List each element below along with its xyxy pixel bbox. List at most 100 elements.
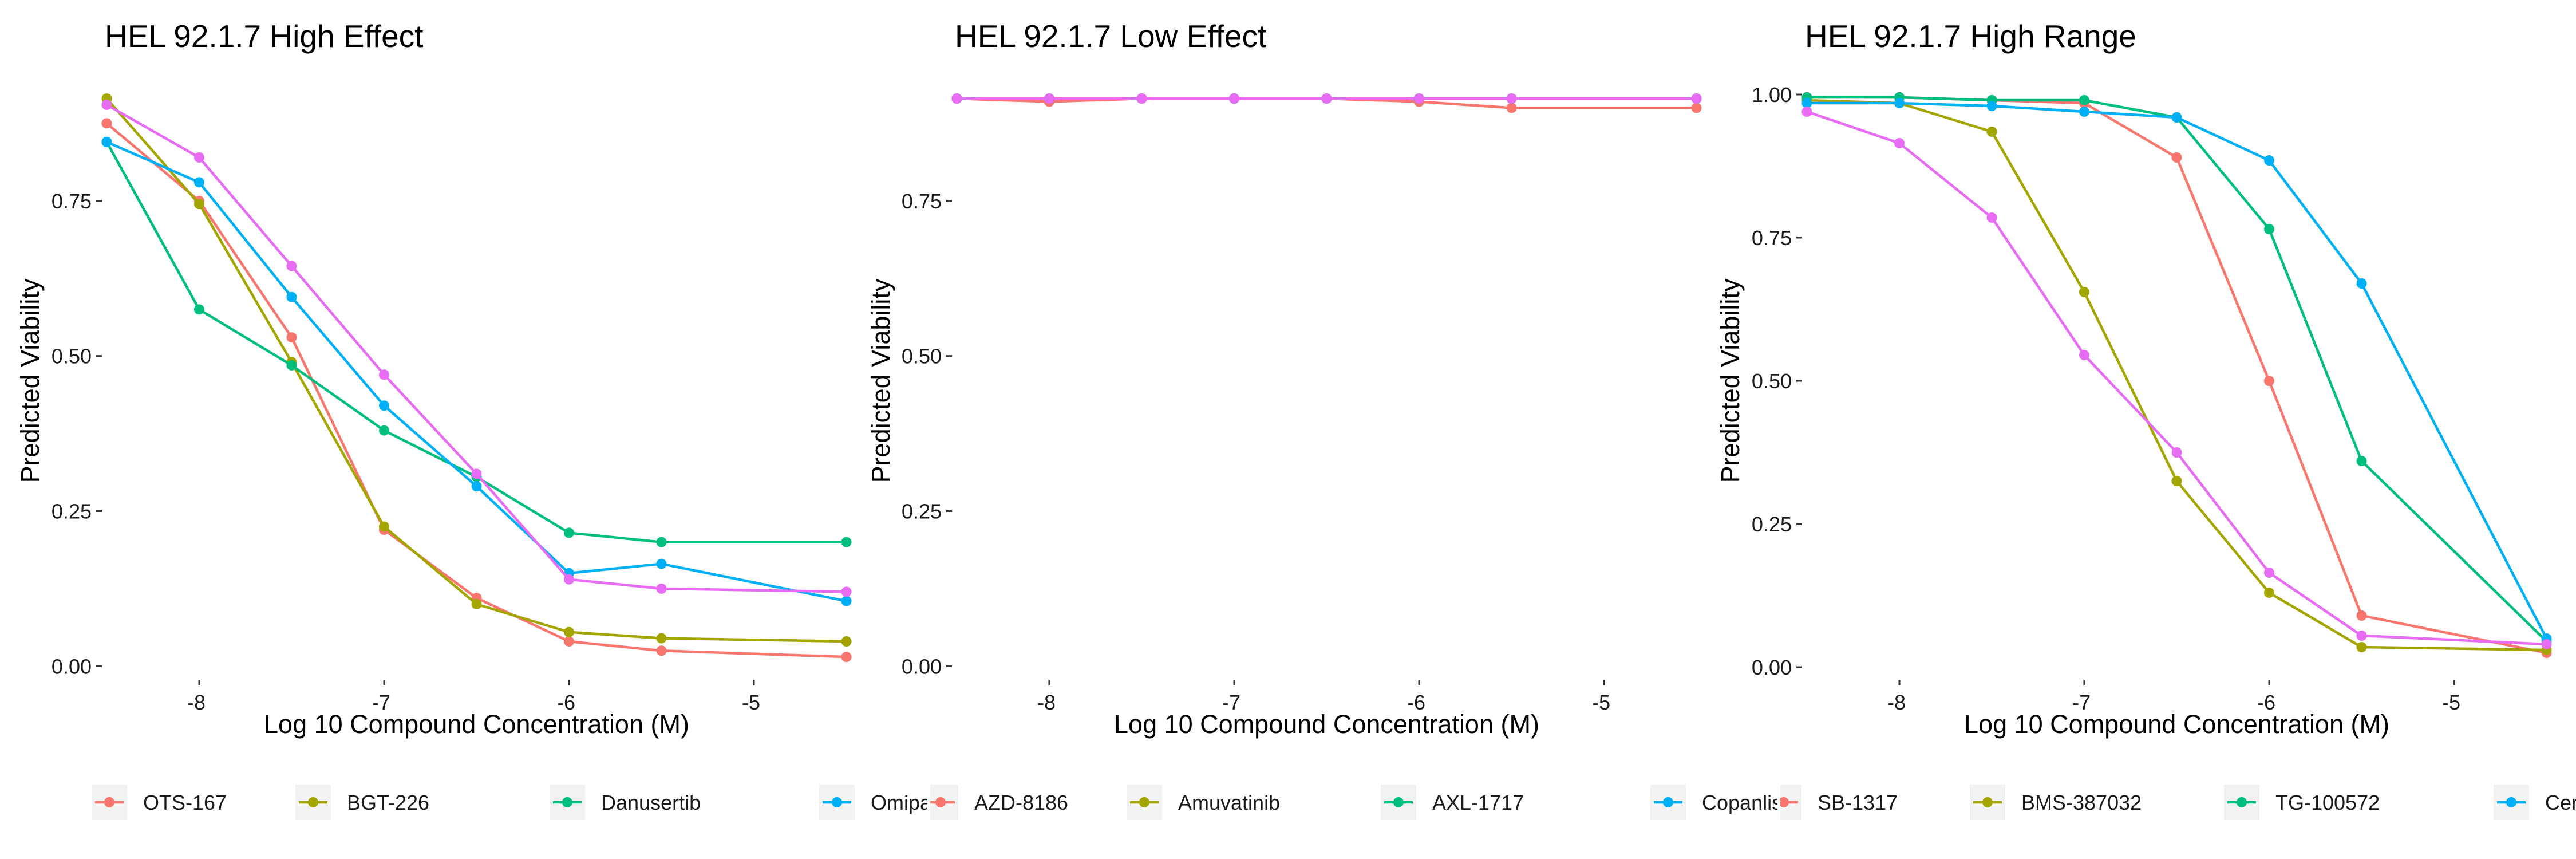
data-point <box>2171 152 2182 163</box>
data-point <box>1801 98 1812 108</box>
legend-label: BMS-387032 <box>2021 791 2142 814</box>
data-point <box>2079 287 2089 297</box>
data-point <box>378 369 389 380</box>
data-point <box>2356 610 2367 621</box>
data-point <box>656 645 667 656</box>
legend-label: Amuvatinib <box>1178 791 1280 814</box>
data-point <box>378 425 389 436</box>
y-axis-title: Predicted Viability <box>15 278 45 483</box>
series-line <box>1806 110 2547 646</box>
data-point <box>656 537 667 547</box>
legend-key-point <box>104 797 114 807</box>
data-point <box>2171 112 2182 123</box>
data-point <box>841 537 852 547</box>
data-point <box>2264 155 2275 166</box>
legend-item: SB-1317 <box>1780 785 1898 820</box>
y-axis-title: Predicted Viability <box>1716 278 1745 483</box>
data-point <box>656 633 667 644</box>
series-line <box>105 141 847 543</box>
series-3 <box>1801 92 2552 647</box>
y-tick-label: 0.00 <box>1752 656 1792 679</box>
data-point <box>378 400 389 411</box>
data-point <box>286 360 297 371</box>
data-point <box>101 99 112 110</box>
legend-key-point <box>1950 797 1960 807</box>
series-line <box>1807 98 2547 652</box>
y-tick-label: 0.75 <box>1752 226 1792 250</box>
legend-key-point <box>1663 797 1673 807</box>
data-point <box>564 574 575 585</box>
legend-item: Amuvatinib <box>1127 785 1280 820</box>
data-point <box>656 583 667 594</box>
chart-title: HEL 92.1.7 High Effect <box>105 18 423 54</box>
data-point <box>2264 568 2275 578</box>
data-point <box>193 304 204 315</box>
legend-label: Cerdulatinib <box>2545 791 2576 814</box>
series-2 <box>1801 95 2552 655</box>
data-point <box>656 558 667 569</box>
legend-label: Omipalisib <box>871 791 967 814</box>
legend-key-point <box>935 797 946 807</box>
x-tick-label: -6 <box>557 691 575 714</box>
data-point <box>564 636 575 647</box>
data-point <box>951 93 962 104</box>
data-point <box>101 118 112 129</box>
data-point <box>2079 350 2089 360</box>
data-point <box>1691 93 1702 104</box>
legend-key-point <box>832 797 842 807</box>
legend-key-point <box>562 797 572 807</box>
data-point <box>471 468 482 479</box>
data-point <box>564 626 575 637</box>
legend-item: Copanlisib <box>1650 785 1798 820</box>
y-tick-label: 0.50 <box>902 345 942 368</box>
x-tick-label: -7 <box>372 691 390 714</box>
x-tick-label: -6 <box>1407 691 1425 714</box>
legend-key-background <box>1937 785 1973 820</box>
legend-key-point <box>1393 797 1404 807</box>
series-4 <box>1801 98 2552 644</box>
y-tick-label: 0.25 <box>1752 513 1792 536</box>
data-point <box>1801 107 1812 117</box>
x-tick-label: -8 <box>1887 691 1906 714</box>
data-point <box>193 199 204 210</box>
legend-item: OTS-167 <box>92 785 227 820</box>
data-point <box>1044 93 1054 104</box>
x-tick-label: -8 <box>1037 691 1056 714</box>
data-point <box>286 261 297 271</box>
y-tick-label: 0.75 <box>52 190 92 213</box>
data-point <box>1321 93 1332 104</box>
data-point <box>1414 93 1425 104</box>
data-point <box>841 652 852 663</box>
y-tick-label: 0.25 <box>52 500 92 523</box>
legend-key-point <box>1982 797 1993 807</box>
legend-item: TG-100572 <box>2224 785 2380 820</box>
y-tick-label: 0.25 <box>902 500 942 523</box>
data-point <box>2264 224 2275 234</box>
series-5 <box>1801 107 2552 649</box>
x-axis-title: Log 10 Compound Concentration (M) <box>1964 710 2389 739</box>
legend-key-point <box>2506 797 2516 807</box>
x-axis-title: Log 10 Compound Concentration (M) <box>1114 710 1539 739</box>
series-line <box>1807 101 2548 640</box>
series-line <box>106 103 847 593</box>
y-tick-label: 0.00 <box>902 655 942 678</box>
data-point <box>1506 103 1517 113</box>
data-point <box>2356 278 2367 289</box>
legend-label: Danusertib <box>601 791 701 814</box>
legend-item: AXL-1717 <box>1381 785 1524 820</box>
data-point <box>286 291 297 302</box>
data-point <box>2171 476 2182 486</box>
legend-key-point <box>1139 797 1149 807</box>
legend: SB-1317BMS-387032TG-100572CerdulatinibAZ… <box>1780 785 2576 820</box>
series-5 <box>951 93 1702 104</box>
legend-label: Copanlisib <box>1702 791 1798 814</box>
y-tick-label: 1.00 <box>1752 83 1792 107</box>
data-point <box>1894 98 1905 108</box>
data-point <box>2356 631 2367 641</box>
legend-item: AZD-8186 <box>930 785 1068 820</box>
data-point <box>841 636 852 647</box>
data-point <box>378 521 389 532</box>
y-tick-label: 0.50 <box>1752 369 1792 393</box>
x-tick-label: -7 <box>1222 691 1240 714</box>
series-line <box>105 97 847 643</box>
